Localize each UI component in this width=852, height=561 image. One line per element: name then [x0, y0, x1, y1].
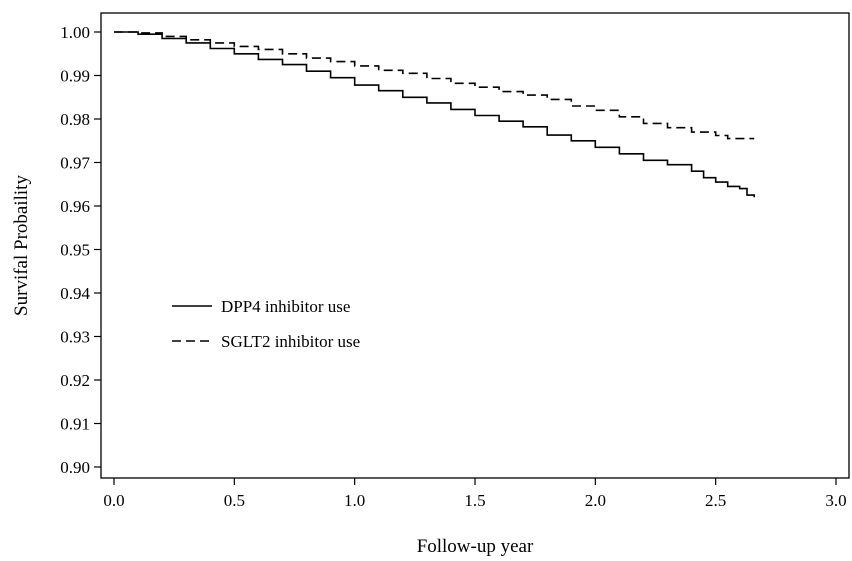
y-tick-label: 0.98 [60, 110, 90, 129]
x-tick-label: 0.0 [103, 491, 124, 510]
y-axis-title: Survifal Probaility [11, 175, 32, 316]
x-tick-label: 2.0 [585, 491, 606, 510]
y-tick-label: 0.99 [60, 67, 90, 86]
x-tick-label: 2.5 [705, 491, 726, 510]
y-tick-label: 0.92 [60, 371, 90, 390]
series-line-dpp4 [114, 31, 755, 198]
series-line-sglt2 [114, 31, 755, 140]
x-tick-label: 1.5 [464, 491, 485, 510]
y-tick-label: 0.91 [60, 415, 90, 434]
x-axis: 0.0 0.5 1.0 1.5 2.0 2.5 3.0 [103, 478, 847, 510]
x-tick-label: 3.0 [825, 491, 846, 510]
y-tick-label: 0.94 [60, 284, 90, 303]
legend-label: SGLT2 inhibitor use [221, 332, 360, 351]
x-tick-label: 0.5 [224, 491, 245, 510]
y-tick-label: 1.00 [60, 23, 90, 42]
y-tick-label: 0.97 [60, 154, 90, 173]
legend-label: DPP4 inhibitor use [221, 297, 350, 316]
y-tick-label: 0.96 [60, 197, 90, 216]
y-axis: 0.90 0.91 0.92 0.93 0.94 0.95 0.96 0.97 0.98 0.99… [60, 23, 101, 477]
y-tick-label: 0.95 [60, 241, 90, 260]
x-axis-title: Follow-up year [417, 536, 534, 556]
x-tick-label: 1.0 [344, 491, 365, 510]
y-tick-label: 0.90 [60, 458, 90, 477]
legend: DPP4 inhibitor use SGLT2 inhibitor use [172, 297, 360, 351]
series-layer [114, 31, 755, 198]
y-tick-label: 0.93 [60, 328, 90, 347]
